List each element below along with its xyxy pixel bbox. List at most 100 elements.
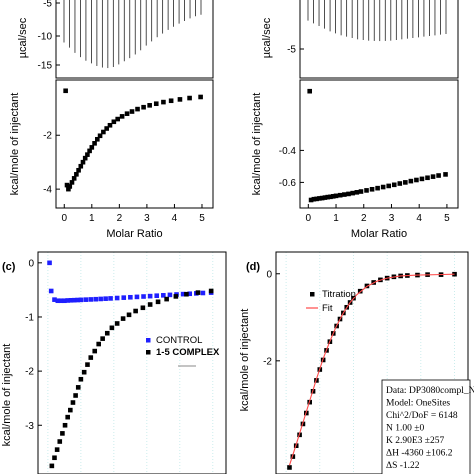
panel-a: -5 -10 -15 µcal/sec 0 1 2 3 4 5 -2 -4 Molar Ratio kca… bbox=[9, 0, 214, 240]
data-point bbox=[75, 385, 81, 390]
data-point bbox=[75, 297, 80, 303]
data-point bbox=[93, 296, 99, 302]
data-point bbox=[62, 422, 68, 428]
data-point bbox=[54, 447, 60, 452]
data-point bbox=[111, 119, 117, 125]
y-tick-label: 0 bbox=[28, 258, 34, 269]
y-tick-label: -2 bbox=[43, 131, 52, 142]
plot-frame bbox=[299, 79, 459, 209]
data-point bbox=[325, 194, 331, 200]
data-point bbox=[133, 308, 138, 314]
data-point bbox=[103, 296, 108, 301]
data-point bbox=[430, 174, 436, 179]
data-point bbox=[92, 348, 98, 354]
data-point bbox=[342, 192, 347, 197]
data-point bbox=[198, 94, 203, 100]
data-point bbox=[58, 298, 64, 304]
data-point bbox=[109, 325, 115, 331]
legend-label: 1-5 COMPLEX bbox=[156, 347, 220, 358]
data-point bbox=[307, 88, 313, 94]
data-point bbox=[397, 181, 403, 186]
data-point bbox=[124, 111, 130, 116]
data-point bbox=[114, 295, 120, 301]
data-point bbox=[87, 148, 92, 154]
data-point bbox=[104, 330, 110, 336]
data-point bbox=[380, 184, 386, 190]
data-point bbox=[85, 152, 90, 157]
data-point bbox=[119, 114, 125, 119]
data-point bbox=[104, 126, 109, 131]
data-point bbox=[358, 189, 364, 194]
data-point bbox=[129, 109, 135, 114]
data-point bbox=[78, 163, 84, 169]
data-point bbox=[101, 129, 106, 135]
data-point bbox=[134, 294, 140, 300]
data-point bbox=[66, 186, 71, 192]
data-point bbox=[180, 291, 186, 297]
x-tick-label: 5 bbox=[199, 213, 205, 224]
panel-label: (c) bbox=[2, 261, 16, 273]
data-point bbox=[161, 99, 166, 105]
x-tick-label: 1 bbox=[89, 213, 95, 224]
y-tick-label: -0.4 bbox=[279, 146, 297, 157]
data-point bbox=[375, 185, 380, 191]
data-point bbox=[48, 288, 54, 294]
data-point bbox=[135, 106, 140, 112]
data-point bbox=[141, 294, 146, 299]
data-point bbox=[140, 305, 146, 311]
x-tick-label: 3 bbox=[144, 213, 150, 224]
y-axis-label: kcal/mole of injectant bbox=[239, 309, 251, 412]
info-line: ΔS -1.22 bbox=[386, 461, 420, 471]
plot-frame bbox=[299, 0, 459, 79]
legend-label: CONTROL bbox=[156, 335, 202, 346]
data-point bbox=[120, 316, 126, 321]
x-axis-label: Molar Ratio bbox=[106, 228, 162, 240]
data-point bbox=[49, 463, 55, 469]
y-tick-label: -10 bbox=[38, 32, 53, 43]
data-point bbox=[322, 195, 328, 200]
data-point bbox=[98, 296, 103, 302]
x-tick-label: 2 bbox=[361, 213, 367, 224]
data-point bbox=[369, 186, 375, 192]
data-point bbox=[161, 293, 166, 298]
data-point bbox=[95, 136, 100, 142]
data-point bbox=[164, 296, 169, 302]
data-point bbox=[107, 122, 113, 128]
data-point bbox=[65, 414, 70, 420]
data-point bbox=[147, 103, 152, 108]
data-point bbox=[419, 176, 425, 182]
data-point bbox=[71, 176, 77, 181]
plot-frame bbox=[37, 251, 227, 474]
y-tick-label: -4 bbox=[43, 185, 52, 196]
legend-label: Titration bbox=[322, 289, 356, 300]
data-point bbox=[403, 180, 408, 185]
data-point bbox=[115, 116, 120, 122]
data-point bbox=[357, 288, 363, 294]
data-point bbox=[414, 177, 419, 183]
x-tick-label: 0 bbox=[306, 213, 312, 224]
y-axis-label: µcal/sec bbox=[17, 17, 29, 58]
data-point bbox=[126, 312, 132, 318]
x-tick-label: 1 bbox=[333, 213, 339, 224]
data-point bbox=[85, 362, 90, 367]
data-point bbox=[153, 101, 159, 107]
y-tick-label: -0.6 bbox=[279, 178, 297, 189]
info-line: ΔH -4360 ±106.2 bbox=[386, 449, 453, 459]
data-point bbox=[76, 167, 81, 173]
data-point bbox=[65, 298, 70, 303]
data-point bbox=[386, 183, 392, 189]
plot-frame bbox=[55, 79, 214, 209]
data-point bbox=[147, 293, 153, 299]
data-point bbox=[80, 159, 86, 165]
data-point bbox=[128, 294, 133, 300]
y-tick-label: -3 bbox=[25, 421, 34, 432]
data-point bbox=[74, 172, 79, 177]
data-point bbox=[354, 190, 360, 195]
y-tick-label: -2 bbox=[25, 367, 34, 378]
data-point bbox=[187, 95, 192, 101]
data-point bbox=[195, 290, 201, 295]
info-line: K 2.90E3 ±257 bbox=[386, 436, 445, 446]
data-point bbox=[364, 188, 369, 193]
data-point bbox=[308, 197, 314, 203]
